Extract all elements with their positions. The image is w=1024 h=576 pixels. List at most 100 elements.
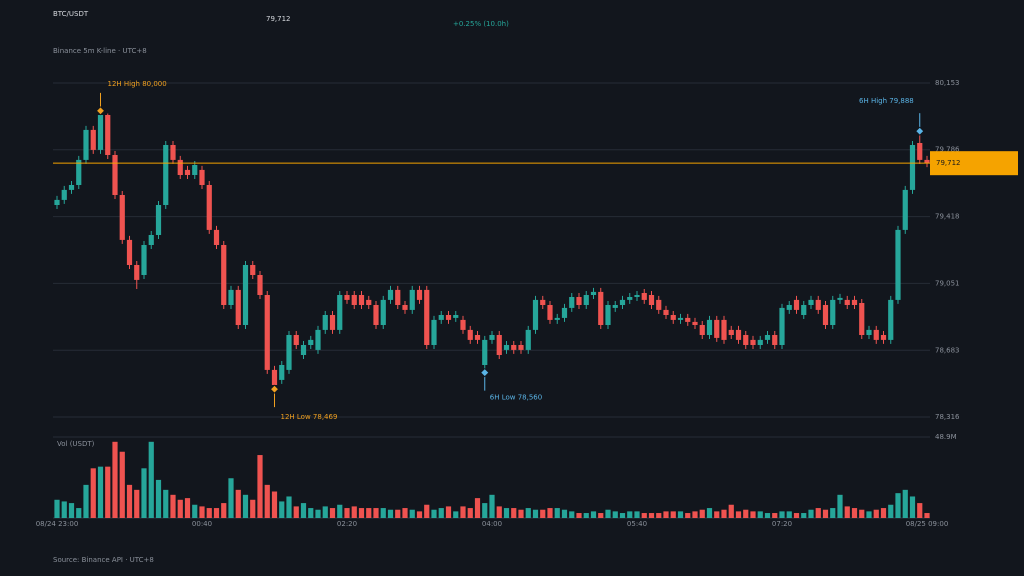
volume-bar: [561, 509, 568, 518]
candle-body: [808, 299, 814, 305]
volume-bar: [851, 508, 858, 518]
x-tick-label: 05:40: [627, 520, 647, 528]
candle-body: [859, 303, 865, 335]
candle-body: [293, 335, 299, 345]
volume-bar: [474, 498, 481, 518]
candle-body: [670, 315, 676, 320]
volume-bar: [808, 509, 814, 518]
candle-body: [474, 335, 481, 340]
candle-body: [221, 245, 227, 305]
annotation-label: 12H Low 78,469: [281, 413, 338, 421]
volume-bar: [619, 513, 626, 518]
volume-bar: [873, 509, 879, 518]
y-tick-label: 79,051: [935, 279, 960, 287]
candle-body: [68, 185, 75, 190]
volume-bar: [177, 499, 183, 518]
candle-body: [569, 297, 575, 308]
x-tick-label: 00:40: [192, 520, 212, 528]
candle-body: [54, 199, 60, 205]
volume-bar: [54, 499, 60, 518]
x-tick-label: 08/24 23:00: [36, 520, 79, 528]
candle-body: [134, 265, 140, 280]
annotation-label: 6H High 79,888: [859, 97, 914, 105]
volume-bar: [576, 513, 582, 518]
candle-body: [634, 295, 640, 297]
candle-body: [532, 299, 539, 330]
volume-bar: [358, 508, 365, 518]
volume-bar: [656, 513, 662, 518]
volume-bar: [163, 489, 169, 518]
candle-body: [206, 185, 212, 230]
candle-body: [61, 189, 67, 200]
candle-body: [786, 305, 792, 310]
candle-body: [97, 115, 104, 150]
volume-bar: [373, 508, 379, 518]
volume-bar: [453, 511, 459, 518]
volume-bar: [155, 479, 162, 518]
volume-bar: [148, 441, 154, 518]
volume-bar: [366, 508, 372, 518]
volume-bar: [308, 508, 314, 518]
candle-body: [83, 129, 89, 160]
candle-body: [598, 291, 604, 325]
volume-bar: [569, 511, 575, 518]
candle-body: [300, 345, 307, 355]
candle-body: [308, 339, 314, 345]
volume-bar: [735, 511, 742, 518]
candle-body: [576, 297, 582, 305]
volume-bar: [250, 499, 256, 518]
volume-bar: [329, 508, 336, 518]
candle-body: [257, 275, 263, 295]
candle-body: [445, 315, 452, 320]
candle-body: [322, 315, 328, 330]
candle-body: [416, 289, 423, 300]
candle-body: [467, 329, 473, 340]
candle-body: [264, 295, 270, 370]
candle-body: [460, 319, 466, 330]
volume-bar: [424, 504, 430, 518]
candle-body: [387, 289, 394, 300]
price: 79,712: [266, 15, 291, 23]
volume-bar: [844, 506, 850, 518]
candle-body: [337, 295, 343, 330]
candle-body: [76, 159, 82, 185]
candle-body: [888, 299, 894, 340]
volume-bar: [409, 509, 415, 518]
volume-bar: [641, 513, 647, 518]
candle-body: [909, 145, 916, 190]
y-tick-label: 80,153: [935, 79, 960, 87]
volume-bar: [213, 508, 220, 518]
candle-body: [772, 335, 778, 345]
candle-body: [271, 369, 278, 385]
candle-body: [184, 169, 191, 175]
volume-bar: [525, 508, 531, 518]
candle-body: [692, 321, 698, 325]
candle-body: [685, 317, 691, 322]
candle-body: [728, 329, 734, 335]
volume-bar: [119, 451, 125, 518]
volume-bar: [634, 511, 640, 518]
y-tick-label: 79,418: [935, 213, 960, 221]
candle-body: [119, 195, 125, 240]
volume-bar: [279, 501, 285, 518]
volume-bar: [192, 504, 198, 518]
y-tick-label: 78,683: [935, 346, 960, 354]
volume-bar: [271, 491, 278, 518]
annotation-marker: [915, 126, 925, 136]
volume-bar: [76, 508, 82, 518]
x-tick-label: 07:20: [772, 520, 792, 528]
candle-body: [431, 319, 437, 345]
candle-body: [177, 159, 183, 175]
last-price-label: 79,712: [936, 159, 961, 167]
candle-body: [192, 165, 198, 175]
candle-body: [612, 305, 618, 308]
volume-bar: [257, 455, 263, 518]
change: +0.25% (10.0h): [453, 20, 509, 28]
candle-body: [511, 345, 517, 350]
candle-body: [706, 319, 713, 335]
candle-body: [525, 329, 531, 350]
volume-bar: [482, 503, 488, 518]
candle-body: [735, 329, 742, 340]
volume-bar: [228, 478, 234, 518]
